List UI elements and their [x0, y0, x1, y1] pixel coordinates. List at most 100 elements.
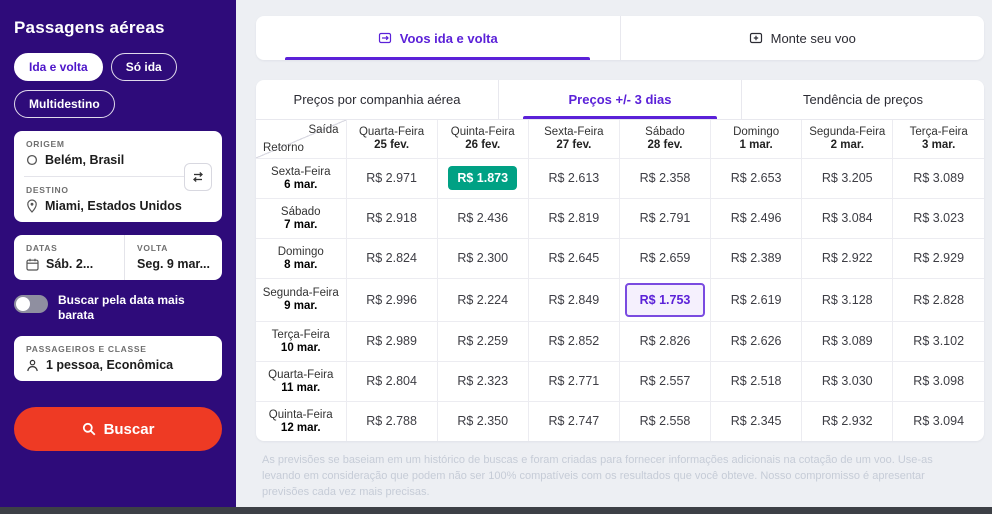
price-value: R$ 2.653 [730, 171, 782, 185]
price-value: R$ 2.224 [457, 292, 509, 307]
price-cell[interactable]: R$ 2.300 [436, 238, 529, 279]
destination-field[interactable]: DESTINO Miami, Estados Unidos [14, 177, 222, 222]
price-cell[interactable]: R$ 2.788 [345, 401, 438, 441]
build-flight-icon [749, 32, 762, 44]
price-value: R$ 2.350 [457, 414, 509, 429]
selected-price-cell[interactable]: R$ 1.753 [618, 278, 712, 322]
price-cell[interactable]: R$ 3.094 [892, 401, 984, 441]
trip-type-multidestination[interactable]: Multidestino [14, 90, 115, 118]
price-cell[interactable]: R$ 2.824 [345, 238, 438, 279]
origin-label: ORIGEM [26, 139, 65, 149]
price-cell[interactable]: R$ 2.932 [801, 401, 894, 441]
passengers-field[interactable]: PASSAGEIROS E CLASSE 1 pessoa, Econômica [14, 336, 222, 381]
swap-origin-destination-button[interactable] [184, 162, 212, 191]
trip-type-oneway[interactable]: Só ida [110, 53, 177, 81]
price-cell[interactable]: R$ 2.259 [436, 321, 529, 362]
tab-build-your-flight[interactable]: Monte seu voo [619, 16, 985, 60]
price-cell[interactable]: R$ 2.971 [345, 158, 438, 199]
disclaimer-text: As previsões se baseiam em um histórico … [262, 454, 933, 498]
price-cell[interactable]: R$ 3.084 [801, 198, 894, 239]
matrix-column-header: Quarta-Feira 25 fev. [345, 120, 438, 159]
price-cell[interactable]: R$ 2.557 [618, 361, 712, 402]
return-date-field[interactable]: VOLTA Seg. 9 mar... [124, 235, 222, 280]
subtab-label: Preços +/- 3 dias [568, 92, 672, 107]
price-cell[interactable]: R$ 2.849 [527, 278, 620, 322]
price-cell[interactable]: R$ 3.089 [801, 321, 894, 362]
price-value: R$ 3.205 [821, 171, 873, 185]
price-value: R$ 2.804 [366, 374, 417, 388]
price-cell[interactable]: R$ 2.626 [710, 321, 803, 362]
price-value: R$ 2.626 [730, 334, 782, 348]
price-cell[interactable]: R$ 2.852 [527, 321, 620, 362]
price-cell[interactable]: R$ 3.030 [801, 361, 894, 402]
price-value: R$ 2.849 [548, 292, 600, 307]
trip-type-roundtrip[interactable]: Ida e volta [14, 53, 103, 81]
price-cell[interactable]: R$ 2.659 [618, 238, 712, 279]
search-button[interactable]: Buscar [14, 407, 222, 451]
flight-search-sidebar: Passagens aéreas Ida e volta Só ida Mult… [0, 0, 236, 514]
subtab-label: Tendência de preços [803, 92, 923, 107]
matrix-row-header: Quarta-Feira 11 mar. [256, 361, 347, 402]
price-cell[interactable]: R$ 2.989 [345, 321, 438, 362]
price-cell[interactable]: R$ 2.918 [345, 198, 438, 239]
price-cell[interactable]: R$ 2.323 [436, 361, 529, 402]
price-value: R$ 2.932 [821, 414, 873, 429]
departure-date-field[interactable]: DATAS Sáb. 2... [14, 235, 124, 280]
trip-type-row-2: Multidestino [14, 90, 222, 118]
window-bottom-edge [0, 507, 992, 514]
location-pin-icon [27, 199, 37, 213]
price-cell[interactable]: R$ 3.089 [892, 158, 984, 199]
price-value: R$ 2.323 [457, 374, 509, 388]
price-cell[interactable]: R$ 3.205 [801, 158, 894, 199]
matrix-row: Sábado 7 mar. R$ 2.918 R$ 2.436 R$ 2.819 R$ 2… [256, 198, 984, 239]
price-cell[interactable]: R$ 2.828 [892, 278, 984, 322]
price-cell[interactable]: R$ 3.098 [892, 361, 984, 402]
matrix-row: Sexta-Feira 6 mar. R$ 2.971 R$ 1.873 R$ 2.61… [256, 158, 984, 199]
price-cell[interactable]: R$ 2.645 [527, 238, 620, 279]
price-cell[interactable]: R$ 2.345 [710, 401, 803, 441]
subtab-label: Preços por companhia aérea [293, 92, 461, 107]
subtab-price-trend[interactable]: Tendência de preços [741, 80, 984, 119]
price-subtabs: Preços por companhia aérea Preços +/- 3 … [256, 80, 984, 120]
tab-roundtrip-flights[interactable]: Voos ida e volta [256, 16, 620, 60]
price-cell[interactable]: R$ 2.518 [710, 361, 803, 402]
price-cell[interactable]: R$ 2.389 [710, 238, 803, 279]
price-cell[interactable]: R$ 2.496 [710, 198, 803, 239]
price-cell[interactable]: R$ 2.350 [436, 401, 529, 441]
origin-field[interactable]: ORIGEM Belém, Brasil [14, 131, 222, 176]
price-cell[interactable]: R$ 2.804 [345, 361, 438, 402]
price-cell[interactable]: R$ 2.929 [892, 238, 984, 279]
price-cell[interactable]: R$ 2.771 [527, 361, 620, 402]
tab-label: Voos ida e volta [399, 30, 498, 46]
price-cell[interactable]: R$ 2.224 [436, 278, 529, 322]
passengers-card: PASSAGEIROS E CLASSE 1 pessoa, Econômica [14, 336, 222, 381]
price-value: R$ 2.929 [913, 251, 965, 265]
price-value: R$ 2.436 [457, 211, 509, 225]
price-cell[interactable]: R$ 2.826 [618, 321, 712, 362]
price-cell[interactable]: R$ 2.922 [801, 238, 894, 279]
matrix-column-header: Sexta-Feira 27 fev. [527, 120, 620, 159]
price-value: R$ 3.084 [821, 211, 873, 225]
matrix-column-header: Terça-Feira 3 mar. [892, 120, 984, 159]
price-value: R$ 3.030 [821, 374, 873, 388]
price-cell[interactable]: R$ 2.747 [527, 401, 620, 441]
price-cell[interactable]: R$ 2.996 [345, 278, 438, 322]
price-cell[interactable]: R$ 3.102 [892, 321, 984, 362]
subtab-prices-plus-minus-3-days[interactable]: Preços +/- 3 dias [498, 80, 741, 119]
matrix-row: Quarta-Feira 11 mar. R$ 2.804 R$ 2.323 R$ 2.… [256, 361, 984, 402]
price-cell[interactable]: R$ 2.819 [527, 198, 620, 239]
price-cell[interactable]: R$ 2.558 [618, 401, 712, 441]
price-cell[interactable]: R$ 2.613 [527, 158, 620, 199]
best-price-cell[interactable]: R$ 1.873 [436, 158, 529, 199]
price-cell[interactable]: R$ 2.791 [618, 198, 712, 239]
matrix-row: Segunda-Feira 9 mar. R$ 2.996 R$ 2.224 R$ 2.… [256, 278, 984, 322]
price-cell[interactable]: R$ 3.023 [892, 198, 984, 239]
price-cell[interactable]: R$ 2.653 [710, 158, 803, 199]
cheapest-date-toggle[interactable] [14, 295, 48, 313]
price-cell[interactable]: R$ 2.619 [710, 278, 803, 322]
tab-label: Monte seu voo [770, 30, 856, 46]
price-cell[interactable]: R$ 2.358 [618, 158, 712, 199]
price-cell[interactable]: R$ 2.436 [436, 198, 529, 239]
price-cell[interactable]: R$ 3.128 [801, 278, 894, 322]
subtab-prices-by-airline[interactable]: Preços por companhia aérea [256, 80, 498, 119]
